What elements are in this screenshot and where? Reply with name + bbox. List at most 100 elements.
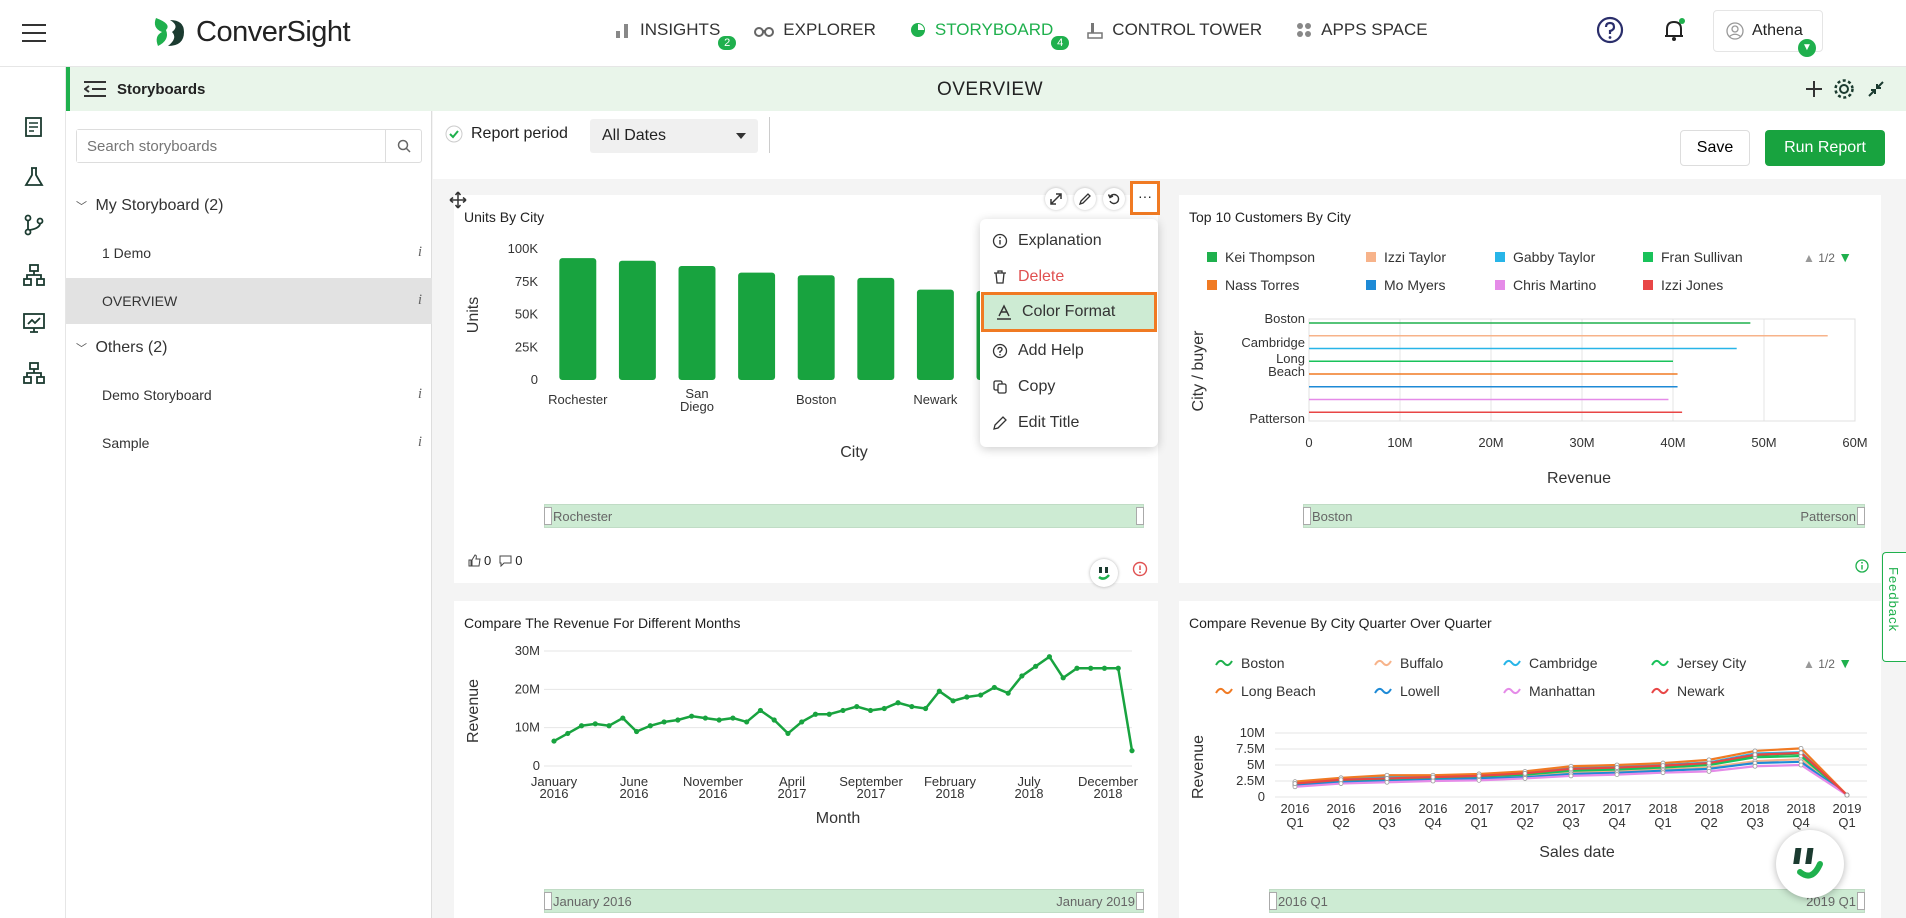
info-icon[interactable]: i <box>417 292 422 308</box>
refresh-button[interactable] <box>1103 188 1125 210</box>
legend-item[interactable]: Buffalo <box>1374 655 1443 671</box>
slider-handle-right[interactable] <box>1857 892 1865 910</box>
legend-item[interactable]: Cambridge <box>1503 655 1597 671</box>
data-point <box>1129 748 1135 754</box>
group-my-storyboard[interactable]: ﹀ My Storyboard (2) <box>76 197 224 215</box>
flask-icon[interactable] <box>22 165 46 189</box>
expand-button[interactable] <box>1045 188 1067 210</box>
collapse-list-icon[interactable] <box>84 80 106 98</box>
slider-handle-left[interactable] <box>1269 892 1277 910</box>
pager-prev-icon[interactable]: ▲ <box>1803 251 1815 265</box>
storyboard-item-1-demo[interactable]: 1 Demo i <box>66 230 432 276</box>
widget-revenue-quarters[interactable]: Compare Revenue By City Quarter Over Qua… <box>1179 601 1881 918</box>
pager-prev-icon[interactable]: ▲ <box>1803 657 1815 671</box>
nav-control-tower[interactable]: CONTROL TOWER <box>1087 20 1262 40</box>
bell-icon[interactable] <box>1660 16 1688 44</box>
pager-next-icon[interactable]: ▼ <box>1838 249 1853 265</box>
slider-handle-right[interactable] <box>1136 507 1144 525</box>
feedback-tab[interactable]: Feedback <box>1882 552 1906 662</box>
storyboard-item-sample[interactable]: Sample i <box>66 420 432 466</box>
range-slider[interactable]: Rochester <box>544 504 1144 528</box>
hierarchy-icon[interactable] <box>22 263 46 287</box>
menu-item-edit-title[interactable]: Edit Title <box>980 406 1158 440</box>
search-input[interactable] <box>77 130 377 162</box>
legend-item[interactable]: Izzi Jones <box>1643 277 1723 293</box>
legend-item[interactable]: Boston <box>1215 655 1285 671</box>
info-icon[interactable] <box>1855 559 1869 573</box>
menu-item-color-format[interactable]: Color Format <box>981 292 1157 332</box>
logo[interactable]: ConverSight <box>150 14 351 50</box>
legend-item[interactable]: Manhattan <box>1503 683 1595 699</box>
legend-item[interactable]: Jersey City <box>1651 655 1746 671</box>
report-icon[interactable] <box>22 115 46 139</box>
range-slider[interactable]: Boston Patterson <box>1303 504 1865 528</box>
top-customers-chart[interactable]: 0 10M 20M 30M 40M 50M 60M Boston CambridgeLongBe… <box>1179 295 1881 545</box>
assistant-button[interactable] <box>1776 830 1844 898</box>
info-icon[interactable]: i <box>417 386 422 402</box>
date-range-select[interactable]: All Dates <box>590 119 758 153</box>
menu-item-copy[interactable]: Copy <box>980 370 1158 404</box>
add-icon[interactable] <box>1804 79 1824 99</box>
search-button[interactable] <box>385 130 421 162</box>
menu-item-delete[interactable]: Delete <box>980 260 1158 294</box>
storyboard-item-overview[interactable]: OVERVIEW i <box>66 278 432 324</box>
check-circle-icon[interactable] <box>445 125 463 143</box>
slider-handle-left[interactable] <box>1303 507 1311 525</box>
legend-item[interactable]: Chris Martino <box>1495 277 1596 293</box>
y-tick-label: 75K <box>515 274 538 289</box>
info-icon[interactable]: i <box>417 244 422 260</box>
comment-button[interactable]: 0 <box>499 553 522 568</box>
data-point <box>675 717 681 723</box>
chevron-down-icon[interactable]: ▼ <box>1798 39 1816 57</box>
legend-item[interactable]: Lowell <box>1374 683 1440 699</box>
revenue-months-chart[interactable]: 010M20M30MJanuary2016June2016November201… <box>454 631 1158 911</box>
slider-handle-left[interactable] <box>544 507 552 525</box>
run-report-button[interactable]: Run Report <box>1765 130 1885 166</box>
report-period[interactable]: Report period <box>445 125 568 143</box>
presentation-icon[interactable] <box>22 311 46 335</box>
move-icon[interactable] <box>449 191 467 209</box>
legend-item[interactable]: Long Beach <box>1215 683 1316 699</box>
legend-item[interactable]: Mo Myers <box>1366 277 1445 293</box>
legend-item[interactable]: Izzi Taylor <box>1366 249 1446 265</box>
legend-item[interactable]: Newark <box>1651 683 1724 699</box>
edit-button[interactable] <box>1074 188 1096 210</box>
group-others[interactable]: ﹀ Others (2) <box>76 339 167 357</box>
storyboard-item-demo-storyboard[interactable]: Demo Storyboard i <box>66 372 432 418</box>
alert-info-icon[interactable] <box>1132 561 1148 577</box>
branch-icon[interactable] <box>22 213 46 237</box>
widget-revenue-months[interactable]: Compare The Revenue For Different Months… <box>454 601 1158 918</box>
info-icon[interactable]: i <box>417 434 422 450</box>
legend-item[interactable]: Fran Sullivan <box>1643 249 1743 265</box>
menu-icon[interactable] <box>22 24 46 44</box>
org-chart-icon[interactable] <box>22 361 46 385</box>
save-button[interactable]: Save <box>1680 130 1750 166</box>
legend-item[interactable]: Nass Torres <box>1207 277 1299 293</box>
nav-explorer[interactable]: EXPLORER <box>754 20 876 40</box>
legend-item[interactable]: Kei Thompson <box>1207 249 1315 265</box>
nav-insights[interactable]: INSIGHTS 2 <box>615 20 737 50</box>
range-slider[interactable]: 2016 Q1 2019 Q1 <box>1269 889 1865 913</box>
legend-pager[interactable]: ▲ 1/2 ▼ <box>1803 655 1852 671</box>
nav-storyboard[interactable]: STORYBOARD 4 <box>910 20 1070 50</box>
range-slider[interactable]: January 2016 January 2019 <box>544 889 1144 913</box>
collapse-icon[interactable] <box>1868 81 1884 97</box>
x-tick-label: Q3 <box>1746 815 1763 830</box>
revenue-quarters-chart[interactable]: 02.5M5M7.5M10M2016Q12016Q22016Q32016Q420… <box>1179 701 1881 911</box>
more-options-button[interactable]: ··· <box>1130 181 1160 215</box>
slider-handle-left[interactable] <box>544 892 552 910</box>
slider-handle-right[interactable] <box>1857 507 1865 525</box>
legend-item[interactable]: Gabby Taylor <box>1495 249 1595 265</box>
help-icon[interactable] <box>1596 16 1624 44</box>
pager-next-icon[interactable]: ▼ <box>1838 655 1853 671</box>
assistant-icon[interactable] <box>1090 559 1118 587</box>
user-menu[interactable]: Athena ▼ <box>1713 10 1823 57</box>
menu-item-explanation[interactable]: Explanation <box>980 224 1158 258</box>
like-button[interactable]: 0 <box>468 553 491 568</box>
slider-handle-right[interactable] <box>1136 892 1144 910</box>
legend-pager[interactable]: ▲ 1/2 ▼ <box>1803 249 1852 265</box>
gear-icon[interactable] <box>1832 77 1856 101</box>
menu-item-add-help[interactable]: Add Help <box>980 334 1158 368</box>
nav-apps-space[interactable]: APPS SPACE <box>1296 20 1428 40</box>
widget-top-customers[interactable]: Top 10 Customers By City Kei Thompson Izz… <box>1179 195 1881 583</box>
